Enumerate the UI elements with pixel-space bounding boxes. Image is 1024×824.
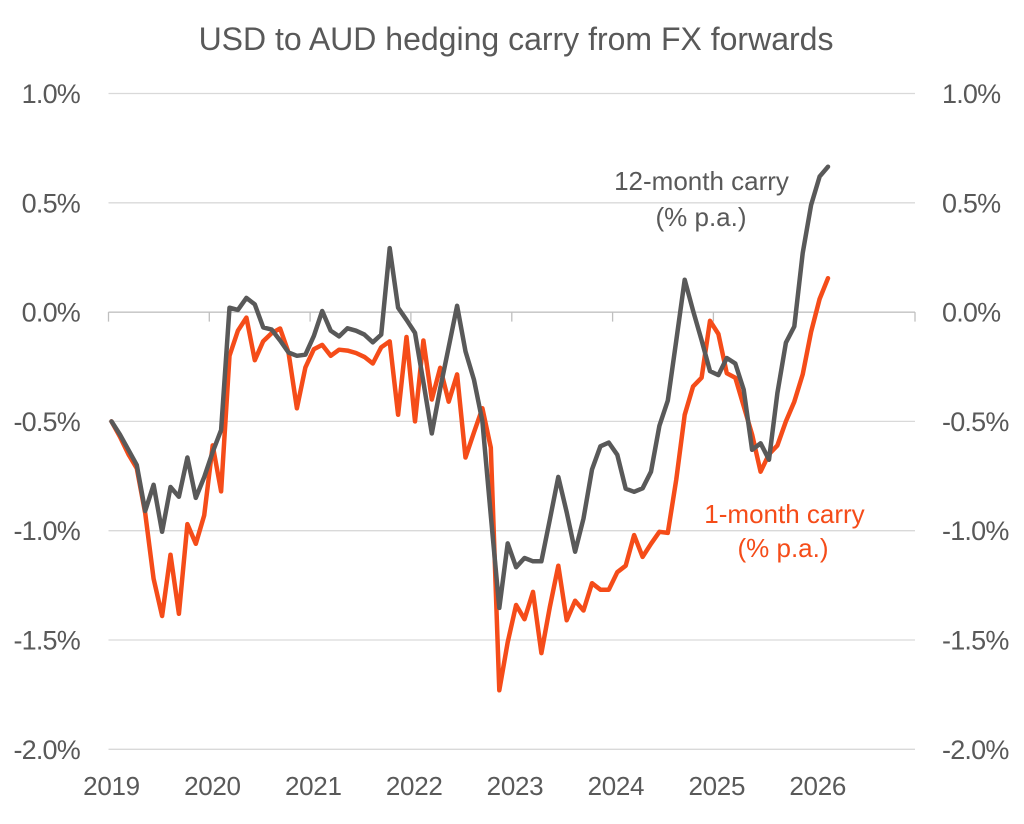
svg-text:2020: 2020 <box>184 771 241 801</box>
svg-text:-0.5%: -0.5% <box>13 407 80 437</box>
svg-text:0.5%: 0.5% <box>942 188 1001 218</box>
svg-text:0.0%: 0.0% <box>942 298 1001 328</box>
svg-text:(% p.a.): (% p.a.) <box>655 202 746 232</box>
svg-text:2026: 2026 <box>789 771 846 801</box>
svg-text:-2.0%: -2.0% <box>942 735 1009 765</box>
svg-text:-2.0%: -2.0% <box>13 735 80 765</box>
svg-text:2019: 2019 <box>83 771 140 801</box>
svg-text:0.5%: 0.5% <box>22 188 81 218</box>
svg-text:-1.0%: -1.0% <box>942 516 1009 546</box>
svg-text:2021: 2021 <box>285 771 342 801</box>
svg-text:12-month carry: 12-month carry <box>614 166 789 196</box>
svg-text:-1.5%: -1.5% <box>942 626 1009 656</box>
svg-text:2024: 2024 <box>588 771 645 801</box>
svg-text:2025: 2025 <box>688 771 745 801</box>
svg-text:-1.5%: -1.5% <box>13 626 80 656</box>
svg-text:-0.5%: -0.5% <box>942 407 1009 437</box>
svg-text:1.0%: 1.0% <box>22 79 81 109</box>
svg-text:1.0%: 1.0% <box>942 79 1001 109</box>
svg-text:1-month carry: 1-month carry <box>704 499 864 529</box>
svg-text:(% p.a.): (% p.a.) <box>737 533 828 563</box>
svg-text:USD to AUD hedging carry from: USD to AUD hedging carry from FX forward… <box>199 21 834 57</box>
svg-text:0.0%: 0.0% <box>22 298 81 328</box>
svg-text:2023: 2023 <box>487 771 544 801</box>
svg-text:2022: 2022 <box>386 771 443 801</box>
svg-text:-1.0%: -1.0% <box>13 516 80 546</box>
